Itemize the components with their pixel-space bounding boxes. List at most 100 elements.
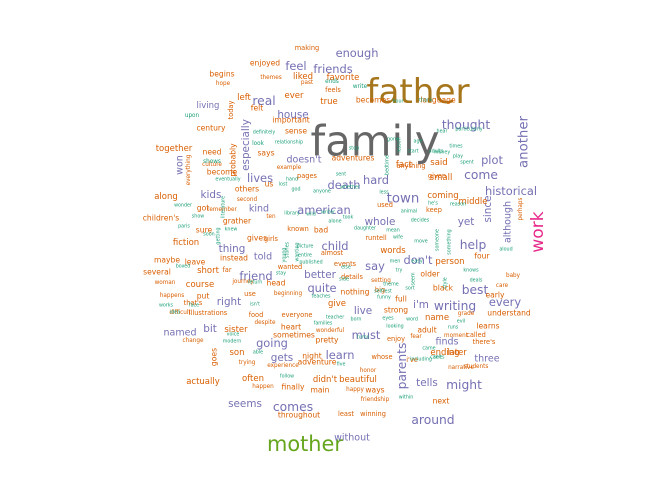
word-43: thing — [219, 243, 246, 255]
word-207: idea — [170, 310, 180, 316]
word-204: paris — [178, 224, 190, 230]
word-91: need — [203, 148, 222, 157]
word-95: early — [485, 291, 505, 300]
word-223: came — [422, 347, 435, 352]
word-61: favorite — [327, 73, 360, 83]
word-196: upon — [185, 113, 200, 119]
word-195: ends — [325, 79, 339, 85]
word-105: important — [272, 116, 310, 125]
word-292: sent — [336, 172, 346, 178]
word-21: death — [328, 178, 361, 192]
word-116: black — [433, 284, 454, 293]
word-3: work — [528, 211, 548, 252]
word-0: family — [310, 117, 439, 166]
word-111: gives — [247, 234, 267, 243]
word-155: winning — [360, 410, 386, 418]
word-2: mother — [267, 432, 343, 456]
word-226: including — [410, 357, 432, 363]
word-200: relationship — [275, 140, 303, 146]
word-115: strong — [384, 306, 408, 315]
word-279: young — [283, 248, 288, 263]
word-5: town — [387, 192, 420, 207]
word-133: got — [197, 204, 209, 213]
word-156: enjoy — [387, 335, 405, 343]
word-40: tells — [416, 377, 438, 389]
word-175: change — [183, 338, 204, 344]
word-50: kind — [249, 204, 269, 215]
word-220: eyes — [382, 317, 394, 322]
word-274: getting — [216, 227, 222, 244]
word-114: nothing — [341, 288, 370, 297]
word-236: age — [414, 140, 423, 145]
word-93: begins — [209, 70, 234, 79]
word-285: hear — [437, 129, 448, 135]
word-59: beautiful — [339, 375, 377, 385]
word-73: coming — [427, 191, 458, 201]
word-45: especially — [240, 119, 252, 171]
word-167: past — [301, 80, 314, 86]
word-257: entire — [298, 253, 312, 259]
word-6: around — [411, 413, 454, 427]
word-168: themes — [260, 75, 281, 81]
word-78: ending — [430, 348, 459, 358]
word-87: short — [197, 266, 220, 276]
word-72: small — [430, 173, 453, 183]
word-140: us — [265, 180, 274, 189]
word-225: sees — [434, 356, 445, 361]
word-12: might — [446, 378, 482, 392]
word-259: side — [339, 277, 349, 283]
word-14: comes — [273, 400, 313, 414]
word-145: details — [341, 273, 364, 281]
word-265: alone — [328, 219, 341, 225]
word-197: shows — [203, 159, 221, 165]
word-10: come — [464, 168, 498, 182]
word-81: finally — [282, 383, 305, 392]
word-212: return — [248, 280, 263, 286]
word-79: later — [447, 348, 467, 358]
word-228: five — [337, 362, 346, 368]
word-56: without — [334, 433, 370, 444]
word-25: historical — [485, 184, 537, 198]
word-250: men — [390, 260, 401, 265]
word-19: lives — [247, 171, 273, 185]
word-30: must — [352, 328, 381, 342]
word-32: learn — [326, 348, 355, 362]
word-86: course — [186, 280, 214, 290]
word-218: teaches — [312, 294, 331, 300]
word-258: published — [299, 260, 322, 266]
word-209: modern — [223, 339, 242, 345]
word-213: library — [284, 211, 300, 217]
word-23: don't — [403, 253, 433, 267]
word-134: leave — [185, 258, 206, 267]
word-162: far — [222, 266, 231, 274]
word-267: knew — [225, 227, 238, 233]
word-42: whole — [365, 216, 396, 228]
word-135: head — [267, 279, 286, 288]
word-211: isn't — [250, 302, 260, 308]
word-288: times — [449, 144, 463, 150]
word-51: told — [254, 252, 272, 263]
word-233: move — [414, 240, 427, 245]
word-139: food — [249, 311, 264, 319]
word-48: although — [503, 201, 514, 243]
word-149: pages — [297, 172, 317, 180]
word-289: spent — [460, 160, 474, 166]
word-109: heart — [281, 323, 301, 332]
word-210: able — [253, 350, 263, 356]
word-55: won — [175, 155, 186, 175]
word-64: true — [320, 97, 337, 107]
word-157: called — [466, 331, 486, 339]
word-253: funny — [377, 295, 391, 301]
word-54: finds — [436, 337, 459, 348]
word-49: live — [354, 305, 372, 317]
word-136: illustrations — [189, 309, 228, 317]
word-84: sometimes — [273, 331, 315, 340]
word-121: there's — [473, 338, 496, 346]
word-189: perhaps — [518, 197, 524, 220]
word-106: children's — [143, 214, 180, 223]
word-138: goes — [210, 348, 219, 366]
word-65: together — [156, 144, 193, 154]
word-88: several — [143, 268, 171, 277]
word-183: moment — [444, 333, 469, 339]
